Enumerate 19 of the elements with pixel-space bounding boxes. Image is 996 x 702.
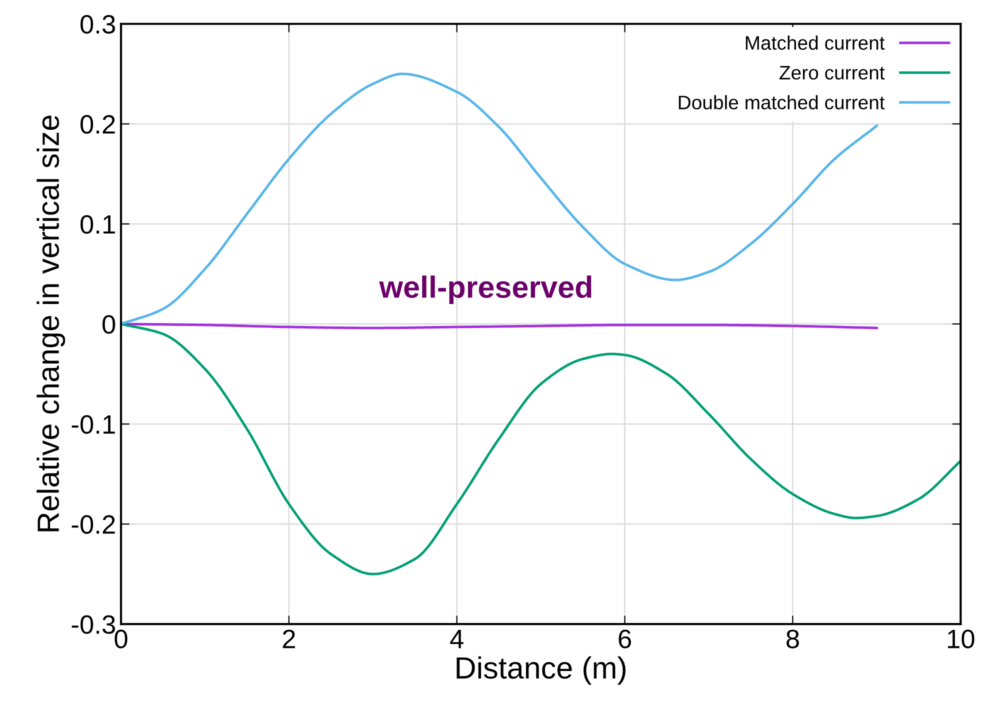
x-tick-label: 2 xyxy=(282,630,295,648)
y-tick-label: -0.1 xyxy=(72,415,115,434)
y-tick-label: -0.3 xyxy=(72,615,115,634)
annotation: well-preserved xyxy=(379,276,592,304)
y-axis-title: Relative change in vertical size xyxy=(36,116,66,532)
x-tick-label: 6 xyxy=(618,630,631,648)
legend-label: Matched current xyxy=(746,36,885,50)
x-axis-title: Distance (m) xyxy=(456,656,626,685)
y-tick-label: 0.1 xyxy=(80,215,115,234)
legend-label: Zero current xyxy=(780,66,885,80)
y-tick-label: -0.2 xyxy=(72,515,115,534)
x-tick-label: 8 xyxy=(786,630,799,648)
x-tick-label: 0 xyxy=(114,630,128,648)
y-tick-label: 0.3 xyxy=(80,15,115,34)
x-tick-label: 4 xyxy=(450,630,464,648)
y-tick-label: 0 xyxy=(102,315,116,334)
legend-label: Double matched current xyxy=(678,95,885,110)
y-tick-label: 0.2 xyxy=(80,115,115,134)
x-tick-label: 10 xyxy=(948,630,974,648)
